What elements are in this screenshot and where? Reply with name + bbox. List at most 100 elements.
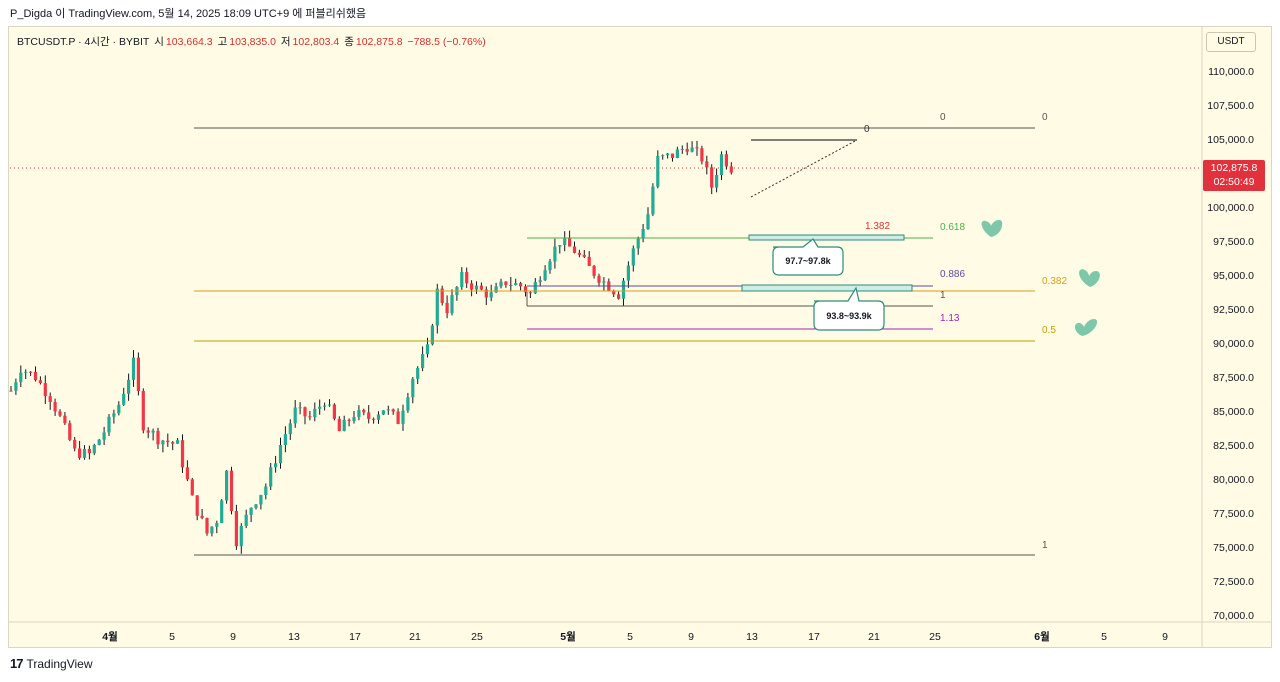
price-tick-label: 95,000.0 [1213, 270, 1254, 282]
time-axis-ticks: 4월 5 9 13 17 21 25 5월 5 9 13 17 21 25 6월 5 9 [102, 630, 1168, 643]
fib-small-1.382-label: 1.382 [865, 221, 890, 232]
candle-body [229, 470, 234, 511]
candle-body [685, 149, 689, 152]
bar-countdown: 02:50:49 [1213, 176, 1255, 188]
fib-inner-1.13-label: 1.13 [940, 313, 960, 324]
candle-body [391, 409, 395, 412]
candle-body [406, 397, 410, 411]
candle-body [225, 470, 229, 501]
candle-body [9, 390, 13, 392]
candle-body [82, 448, 87, 458]
candle-body [176, 440, 180, 444]
candle-body [352, 416, 356, 421]
low-key: 저 [280, 36, 291, 48]
zone-lower[interactable] [741, 284, 913, 292]
fib-outer-1-label: 1 [1042, 540, 1048, 551]
candle-body [519, 283, 523, 287]
fib-outer-0.382-label: 0.382 [1042, 276, 1067, 287]
brand-name: TradingView [26, 656, 93, 671]
price-tick-label: 72,500.0 [1213, 576, 1254, 588]
candle-body [651, 186, 655, 215]
candle-body [450, 295, 454, 314]
candle-body [470, 283, 474, 290]
price-axis-ticks: 110,000.0 107,500.0 105,000.0 100,000.0 97,5… [1207, 66, 1254, 622]
time-tick-label: 9 [230, 631, 236, 643]
candle-body [514, 283, 518, 286]
candle-body [58, 411, 62, 416]
candle-body [293, 407, 297, 424]
fib-inner-0.618-label: 0.618 [940, 222, 965, 233]
chart-frame[interactable] [8, 26, 1272, 648]
candle-body [357, 410, 361, 417]
candle-body [621, 280, 626, 299]
time-tick-label: 6월 [1034, 630, 1050, 643]
footer-brand[interactable]: 17 TradingView [10, 656, 93, 671]
candle-body [249, 507, 253, 515]
time-tick-label: 4월 [102, 630, 118, 643]
candle-body [254, 504, 258, 508]
candle-body [499, 281, 503, 287]
candle-body [259, 494, 263, 505]
zone-upper[interactable] [748, 234, 905, 241]
candle-body [244, 514, 248, 526]
candle-body [710, 167, 714, 188]
candle-body [327, 404, 332, 406]
candle-body [553, 246, 557, 262]
time-tick-label: 17 [808, 631, 820, 643]
heart-icon [1079, 269, 1100, 287]
callout-upper-box[interactable] [772, 238, 844, 276]
candle-body [484, 289, 488, 298]
candle-body [719, 154, 724, 175]
candle-body [171, 442, 175, 444]
candle-body [234, 510, 238, 547]
candle-body [680, 149, 684, 151]
candle-body [195, 495, 199, 516]
candle-body [670, 153, 675, 158]
candle-body [631, 248, 635, 266]
price-tick-label: 92,500.0 [1213, 304, 1254, 316]
candle-body [97, 439, 101, 445]
fib-inner-0.886-label: 0.886 [940, 269, 965, 280]
callout-lower-box[interactable] [813, 286, 885, 331]
candle-body [509, 284, 513, 286]
candle-body [533, 282, 537, 294]
fib-outer-0-label: 0 [1042, 112, 1048, 123]
candle-body [729, 166, 733, 173]
candle-body [117, 404, 121, 414]
candle-body [205, 518, 209, 534]
candle-body [43, 383, 47, 397]
candle-body [489, 292, 493, 298]
price-tick-label: 100,000.0 [1207, 202, 1254, 214]
last-price-tag: 102,875.8 02:50:49 [1203, 160, 1265, 191]
candle-body [283, 434, 287, 446]
time-tick-label: 13 [288, 631, 300, 643]
close-key: 종 [344, 36, 354, 48]
fib-outer-0.5-label: 0.5 [1042, 325, 1056, 336]
candle-body [29, 371, 33, 373]
candle-body [200, 515, 204, 519]
time-tick-label: 5 [169, 631, 175, 643]
candle-body [425, 344, 430, 355]
callout-lower-label: 93.8~93.9k [826, 311, 872, 321]
candle-body [112, 413, 116, 417]
candle-body [185, 467, 189, 480]
candle-body [435, 288, 439, 326]
candle-body [558, 245, 562, 247]
candle-body [617, 294, 621, 299]
candle-body [474, 285, 479, 290]
time-tick-label: 17 [349, 631, 361, 643]
currency-selector[interactable]: USDT [1206, 32, 1256, 52]
candle-body [376, 414, 381, 420]
candle-body [411, 378, 415, 398]
time-tick-label: 25 [929, 631, 941, 643]
time-tick-label: 21 [409, 631, 421, 643]
candle-body [465, 272, 469, 284]
change-value: −788.5 (−0.76%) [407, 36, 486, 48]
triangle-trendline[interactable] [750, 139, 858, 198]
candle-body [102, 432, 106, 440]
symbol-name[interactable]: BTCUSDT.P · 4시간 · BYBIT [17, 36, 150, 48]
candle-body [538, 280, 542, 283]
candle-body [127, 379, 131, 394]
price-tick-label: 97,500.0 [1213, 236, 1254, 248]
